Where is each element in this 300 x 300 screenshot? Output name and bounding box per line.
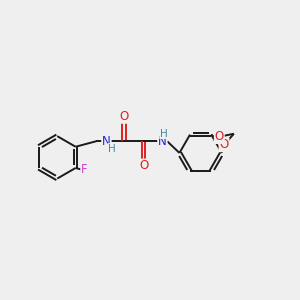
Text: O: O — [219, 138, 229, 152]
Text: H: H — [160, 128, 167, 139]
Text: H: H — [108, 143, 116, 154]
Text: O: O — [215, 130, 224, 143]
Text: N: N — [102, 135, 111, 148]
Text: F: F — [81, 163, 88, 176]
Text: O: O — [119, 110, 129, 123]
Text: O: O — [139, 159, 148, 172]
Text: N: N — [158, 135, 167, 148]
